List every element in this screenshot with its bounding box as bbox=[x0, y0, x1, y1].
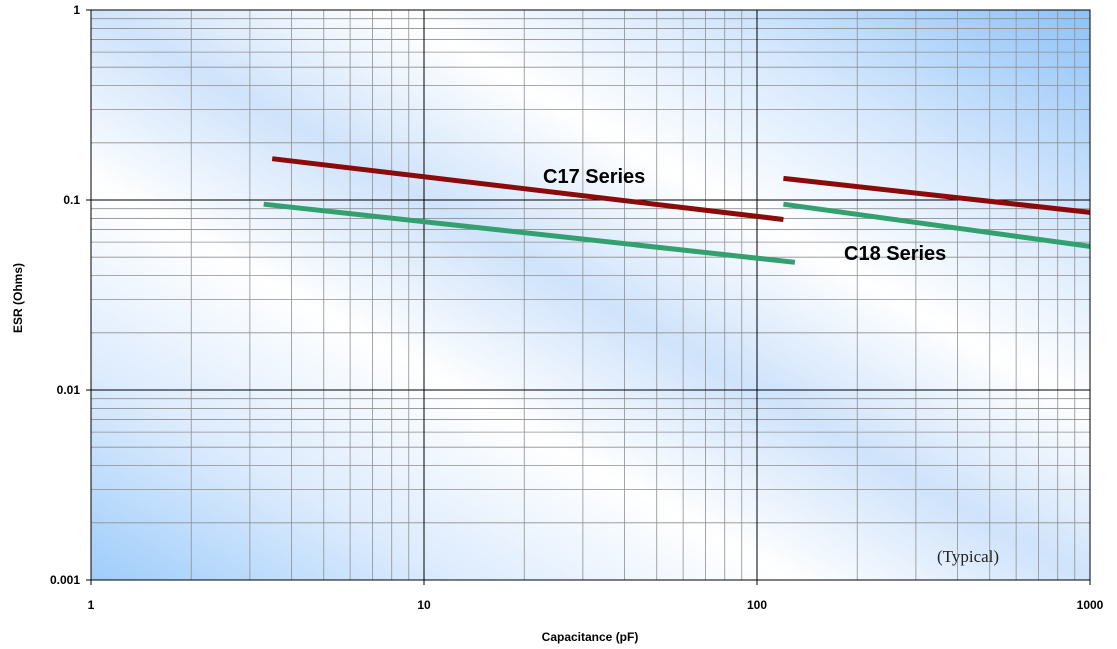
series-label-c17: C17 Series bbox=[543, 166, 645, 188]
typical-annotation: (Typical) bbox=[937, 547, 999, 566]
y-tick-label: 0.1 bbox=[63, 193, 80, 207]
plot-area-background bbox=[91, 10, 1090, 580]
y-tick-label: 0.01 bbox=[57, 383, 81, 397]
series-line-c18-segment-1 bbox=[263, 201, 796, 265]
series-line-c18-segment-2 bbox=[783, 201, 1091, 249]
series-layer bbox=[263, 156, 1091, 265]
series-line-c17-segment-2 bbox=[783, 175, 1091, 215]
x-tick-label: 1 bbox=[88, 598, 95, 612]
y-axis-title: ESR (Ohms) bbox=[11, 263, 25, 333]
x-tick-label: 100 bbox=[747, 598, 767, 612]
minor-grid bbox=[91, 10, 1090, 580]
y-tick-label: 1 bbox=[73, 3, 80, 17]
x-tick-label: 10 bbox=[417, 598, 431, 612]
plot-frame bbox=[90, 9, 1091, 581]
series-line-c17-segment-1 bbox=[271, 156, 784, 222]
y-tick-label: 0.001 bbox=[50, 573, 80, 587]
series-label-c18: C18 Series bbox=[844, 243, 946, 265]
x-tick-label: 1000 bbox=[1077, 598, 1104, 612]
x-axis-title: Capacitance (pF) bbox=[542, 630, 639, 644]
